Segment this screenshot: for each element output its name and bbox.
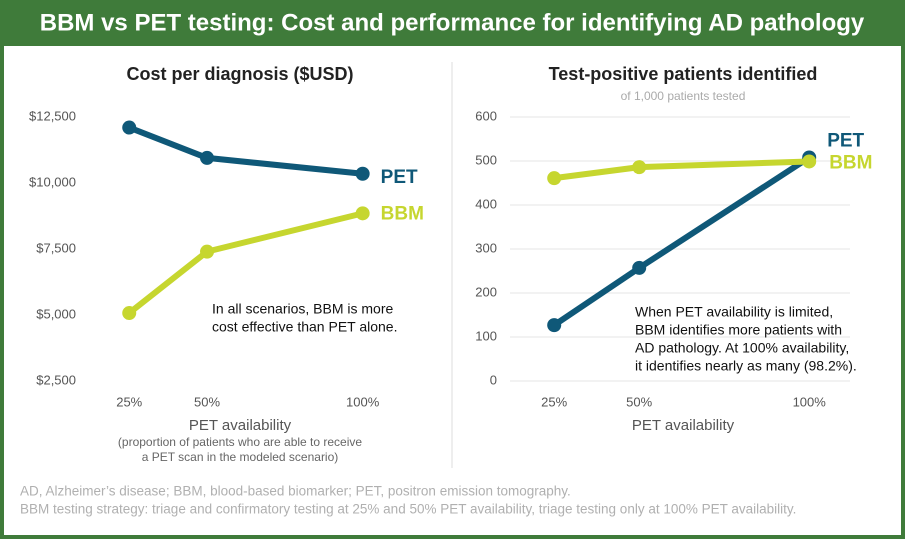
x-tick-label: 25% bbox=[541, 394, 567, 409]
annotation: AD pathology. At 100% availability, bbox=[635, 340, 849, 356]
x-axis-label: PET availability bbox=[189, 417, 292, 434]
annotation: cost effective than PET alone. bbox=[212, 319, 398, 335]
data-point bbox=[632, 260, 647, 275]
banner bbox=[0, 0, 905, 46]
series-label: PET bbox=[381, 167, 418, 188]
data-point bbox=[547, 171, 562, 186]
y-tick-label: $12,500 bbox=[29, 108, 76, 123]
footnote: BBM testing strategy: triage and confirm… bbox=[20, 502, 796, 517]
y-tick-label: 200 bbox=[475, 284, 497, 299]
y-tick-label: 0 bbox=[490, 372, 497, 387]
data-point bbox=[200, 244, 215, 259]
footnote: AD, Alzheimer’s disease; BBM, blood-base… bbox=[20, 484, 571, 499]
data-point bbox=[355, 166, 370, 181]
x-tick-label: 50% bbox=[626, 394, 652, 409]
data-point bbox=[547, 318, 562, 333]
annotation: BBM identifies more patients with bbox=[635, 322, 842, 338]
data-point bbox=[122, 306, 137, 321]
y-tick-label: 600 bbox=[475, 108, 497, 123]
annotation: When PET availability is limited, bbox=[635, 304, 833, 320]
series-label: BBM bbox=[829, 152, 872, 173]
y-tick-label: 300 bbox=[475, 240, 497, 255]
series-label: PET bbox=[827, 130, 864, 151]
x-tick-label: 100% bbox=[346, 394, 380, 409]
data-point bbox=[122, 120, 137, 135]
data-point bbox=[632, 160, 647, 175]
page-title: BBM vs PET testing: Cost and performance… bbox=[40, 9, 865, 36]
x-axis-note: (proportion of patients who are able to … bbox=[118, 435, 362, 449]
x-axis-label: PET availability bbox=[632, 417, 735, 434]
x-tick-label: 50% bbox=[194, 394, 220, 409]
y-tick-label: $2,500 bbox=[36, 372, 76, 387]
y-tick-label: $10,000 bbox=[29, 174, 76, 189]
annotation: it identifies nearly as many (98.2%). bbox=[635, 358, 857, 374]
y-tick-label: 100 bbox=[475, 328, 497, 343]
data-point bbox=[200, 150, 215, 165]
y-tick-label: $5,000 bbox=[36, 306, 76, 321]
y-tick-label: 400 bbox=[475, 196, 497, 211]
annotation: In all scenarios, BBM is more bbox=[212, 301, 393, 317]
y-tick-label: $7,500 bbox=[36, 240, 76, 255]
x-tick-label: 25% bbox=[116, 394, 142, 409]
x-axis-note: a PET scan in the modeled scenario) bbox=[142, 450, 339, 464]
x-tick-label: 100% bbox=[793, 394, 827, 409]
chart-title: Cost per diagnosis ($USD) bbox=[126, 64, 353, 84]
y-tick-label: 500 bbox=[475, 152, 497, 167]
series-label: BBM bbox=[381, 203, 424, 224]
chart-subtitle: of 1,000 patients tested bbox=[621, 89, 746, 103]
chart-title: Test-positive patients identified bbox=[549, 64, 818, 84]
data-point bbox=[355, 206, 370, 221]
data-point bbox=[802, 154, 817, 169]
